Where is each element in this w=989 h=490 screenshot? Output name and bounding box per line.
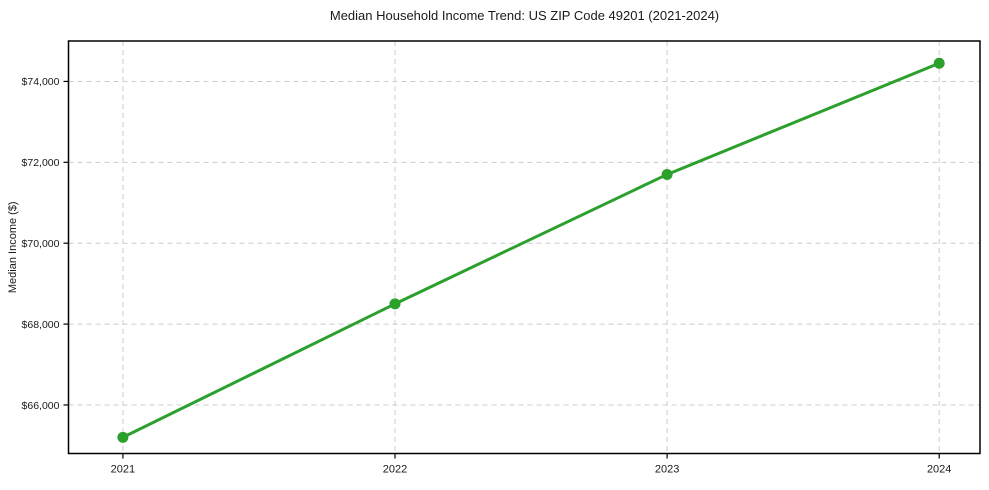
data-point-marker (933, 57, 945, 69)
x-tick-label: 2021 (111, 464, 135, 476)
y-tick-label: $74,000 (22, 76, 60, 88)
data-point-marker (117, 431, 129, 443)
data-point-marker (389, 298, 401, 310)
y-tick-label: $70,000 (22, 238, 60, 250)
plot-border (67, 40, 981, 455)
x-tick-label: 2023 (655, 464, 679, 476)
x-tick-label: 2024 (927, 464, 951, 476)
y-tick-label: $68,000 (22, 319, 60, 331)
data-point-marker (661, 168, 673, 180)
chart-title: Median Household Income Trend: US ZIP Co… (329, 8, 720, 23)
y-tick-label: $72,000 (22, 157, 60, 169)
y-tick-label: $66,000 (22, 400, 60, 412)
trend-line (121, 61, 941, 439)
x-tick-label: 2022 (383, 464, 407, 476)
y-axis-label: Median Income ($) (7, 201, 19, 293)
